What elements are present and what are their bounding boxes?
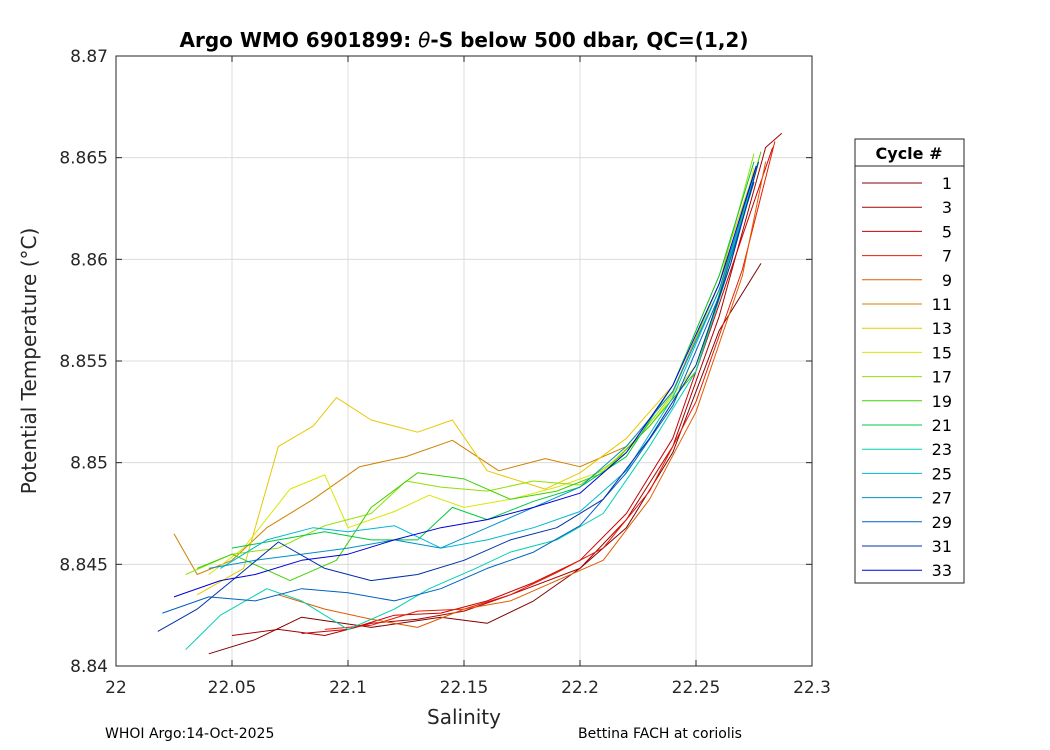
x-tick-label: 22.3: [793, 678, 831, 698]
x-tick-label: 22: [105, 678, 127, 698]
legend-label-cycle-25: 25: [932, 464, 952, 483]
legend-label-cycle-17: 17: [932, 368, 952, 387]
series-line-cycle-15: [208, 167, 755, 575]
series-line-cycle-33: [173, 165, 757, 598]
x-tick-label: 22.05: [208, 678, 257, 698]
legend-label-cycle-9: 9: [942, 271, 952, 290]
series-line-cycle-1: [208, 263, 762, 655]
y-tick-label: 8.84: [70, 657, 108, 677]
y-tick-label: 8.86: [70, 250, 108, 270]
legend-label-cycle-21: 21: [932, 416, 952, 435]
series-line-cycle-7: [324, 141, 776, 630]
legend-label-cycle-33: 33: [932, 561, 952, 580]
y-tick-label: 8.845: [59, 555, 108, 575]
y-axis-label: Potential Temperature (°C): [17, 228, 41, 495]
x-axis-ticks: 22 22.05 22.1 22.15 22.2 22.25 22.3: [105, 56, 831, 698]
series-line-cycle-25: [220, 181, 755, 569]
data-series: [157, 132, 783, 655]
y-tick-label: 8.855: [59, 352, 108, 372]
legend-label-cycle-27: 27: [932, 489, 952, 508]
legend-title: Cycle #: [876, 144, 943, 163]
y-axis-ticks: 8.84 8.845 8.85 8.855 8.86 8.865 8.87: [59, 47, 812, 677]
legend-label-cycle-19: 19: [932, 392, 952, 411]
x-axis-label: Salinity: [427, 705, 501, 729]
x-tick-label: 22.25: [672, 678, 721, 698]
legend-label-cycle-5: 5: [942, 222, 952, 241]
legend-label-cycle-15: 15: [932, 343, 952, 362]
y-tick-label: 8.865: [59, 149, 108, 169]
series-line-cycle-13: [196, 171, 755, 596]
chart-title-prefix: Argo WMO 6901899:: [180, 28, 419, 52]
y-tick-label: 8.87: [70, 47, 108, 67]
legend-label-cycle-7: 7: [942, 247, 952, 266]
x-tick-label: 22.1: [329, 678, 367, 698]
legend-label-cycle-13: 13: [932, 319, 952, 338]
legend-label-cycle-1: 1: [942, 174, 952, 193]
legend-label-cycle-23: 23: [932, 440, 952, 459]
series-line-cycle-23: [185, 173, 755, 651]
series-line-cycle-27: [208, 173, 755, 569]
chart-title-suffix: -S below 500 dbar, QC=(1,2): [430, 28, 748, 52]
footer-credit-left: WHOI Argo:14-Oct-2025: [105, 726, 275, 742]
chart-title: Argo WMO 6901899: θ-S below 500 dbar, QC…: [180, 28, 749, 52]
legend-label-cycle-11: 11: [932, 295, 952, 314]
legend-box: [854, 138, 965, 584]
footer-credit-right: Bettina FACH at coriolis: [578, 726, 742, 742]
legend-label-cycle-31: 31: [932, 537, 952, 556]
series-line-cycle-17: [185, 153, 755, 575]
x-tick-label: 22.15: [440, 678, 489, 698]
series-line-cycle-9: [278, 161, 767, 628]
series-line-cycle-5: [301, 147, 774, 634]
series-line-cycle-3: [231, 132, 783, 636]
y-tick-label: 8.85: [70, 454, 108, 474]
legend-label-cycle-29: 29: [932, 513, 952, 532]
series-line-cycle-29: [162, 181, 755, 614]
x-tick-label: 22.2: [561, 678, 599, 698]
legend-label-cycle-3: 3: [942, 198, 952, 217]
chart-title-theta: θ: [418, 28, 430, 52]
series-line-cycle-31: [157, 161, 760, 632]
series-line-cycle-19: [197, 151, 762, 582]
